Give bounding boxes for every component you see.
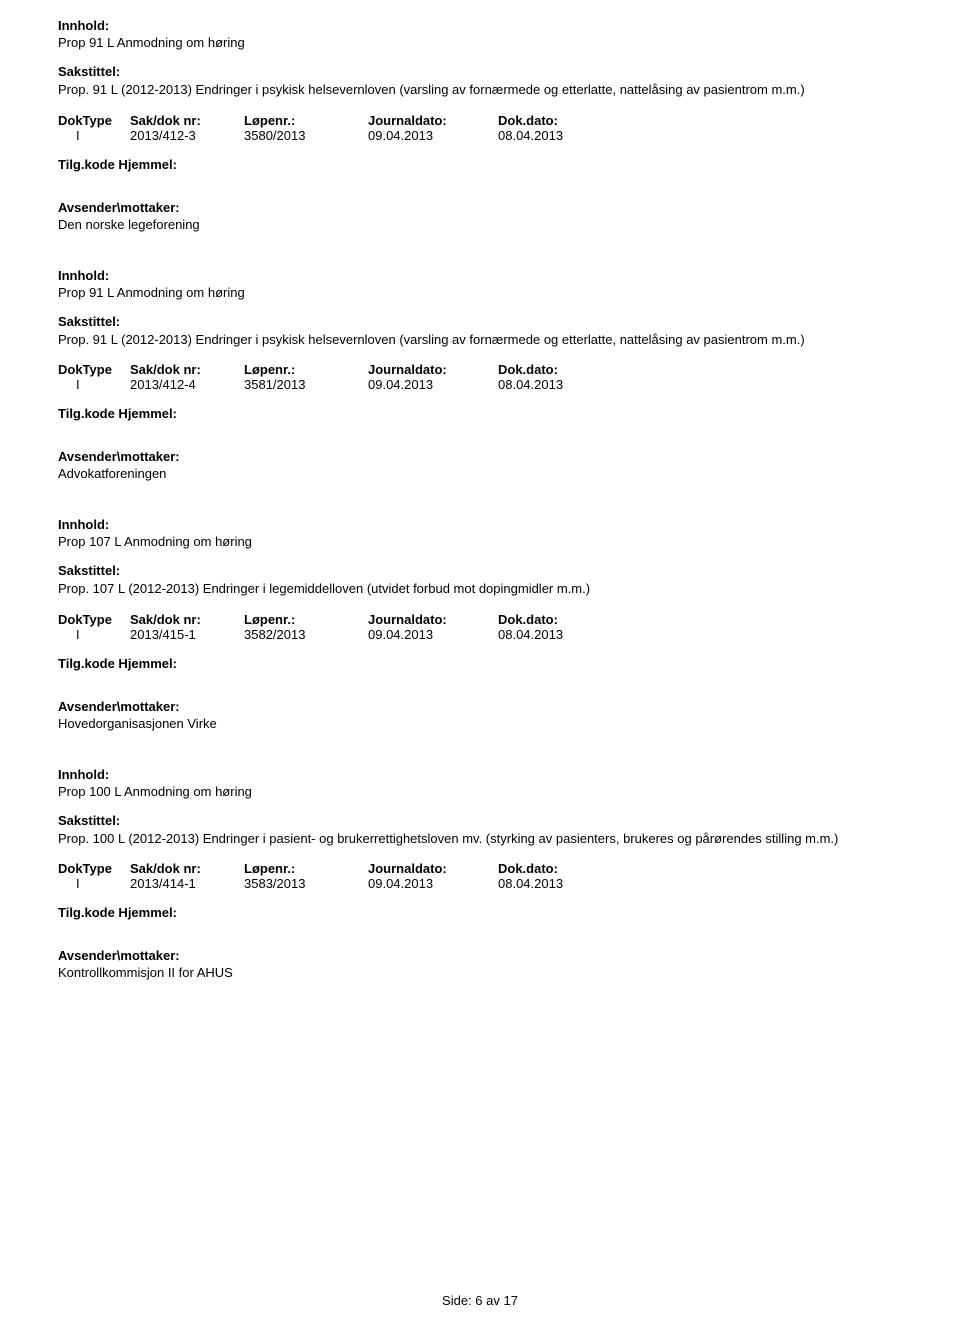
saknr-value: 2013/415-1 [130, 627, 244, 642]
lopenr-value: 3582/2013 [244, 627, 368, 642]
tilgkode-label: Tilg.kode Hjemmel: [58, 656, 902, 671]
sakstittel-label: Sakstittel: [58, 813, 902, 828]
table-data-row: I 2013/415-1 3582/2013 09.04.2013 08.04.… [58, 627, 902, 642]
avsender-label: Avsender\mottaker: [58, 200, 902, 215]
table-header-row: DokType Sak/dok nr: Løpenr.: Journaldato… [58, 113, 902, 128]
table-data-row: I 2013/412-3 3580/2013 09.04.2013 08.04.… [58, 128, 902, 143]
lopenr-value: 3580/2013 [244, 128, 368, 143]
dokdato-value: 08.04.2013 [498, 128, 628, 143]
journal-entry: Innhold: Prop 107 L Anmodning om høring … [58, 517, 902, 731]
innhold-text: Prop 100 L Anmodning om høring [58, 784, 902, 799]
lopenr-header: Løpenr.: [244, 362, 368, 377]
journal-entry: Innhold: Prop 91 L Anmodning om høring S… [58, 18, 902, 232]
saknr-header: Sak/dok nr: [130, 861, 244, 876]
doktype-value: I [58, 377, 130, 392]
table-header-row: DokType Sak/dok nr: Løpenr.: Journaldato… [58, 612, 902, 627]
tilgkode-label: Tilg.kode Hjemmel: [58, 406, 902, 421]
sakstittel-text: Prop. 91 L (2012-2013) Endringer i psyki… [58, 81, 902, 99]
journaldato-header: Journaldato: [368, 612, 498, 627]
lopenr-value: 3581/2013 [244, 377, 368, 392]
avsender-text: Hovedorganisasjonen Virke [58, 716, 902, 731]
dokdato-header: Dok.dato: [498, 362, 628, 377]
dokdato-header: Dok.dato: [498, 113, 628, 128]
innhold-label: Innhold: [58, 767, 902, 782]
doktype-header: DokType [58, 612, 130, 627]
lopenr-header: Løpenr.: [244, 612, 368, 627]
tilgkode-label: Tilg.kode Hjemmel: [58, 157, 902, 172]
sakstittel-label: Sakstittel: [58, 64, 902, 79]
sakstittel-text: Prop. 91 L (2012-2013) Endringer i psyki… [58, 331, 902, 349]
tilgkode-label: Tilg.kode Hjemmel: [58, 905, 902, 920]
innhold-label: Innhold: [58, 18, 902, 33]
innhold-label: Innhold: [58, 517, 902, 532]
saknr-header: Sak/dok nr: [130, 362, 244, 377]
doktype-header: DokType [58, 362, 130, 377]
doktype-value: I [58, 627, 130, 642]
journaldato-value: 09.04.2013 [368, 876, 498, 891]
lopenr-header: Løpenr.: [244, 113, 368, 128]
table-header-row: DokType Sak/dok nr: Løpenr.: Journaldato… [58, 362, 902, 377]
innhold-text: Prop 91 L Anmodning om høring [58, 285, 902, 300]
avsender-label: Avsender\mottaker: [58, 449, 902, 464]
doktype-value: I [58, 876, 130, 891]
saknr-value: 2013/414-1 [130, 876, 244, 891]
doktype-header: DokType [58, 113, 130, 128]
avsender-label: Avsender\mottaker: [58, 699, 902, 714]
innhold-text: Prop 91 L Anmodning om høring [58, 35, 902, 50]
lopenr-value: 3583/2013 [244, 876, 368, 891]
journaldato-header: Journaldato: [368, 861, 498, 876]
sakstittel-label: Sakstittel: [58, 314, 902, 329]
page-footer: Side: 6 av 17 [0, 1293, 960, 1308]
dokdato-value: 08.04.2013 [498, 627, 628, 642]
dokdato-value: 08.04.2013 [498, 377, 628, 392]
avsender-text: Kontrollkommisjon II for AHUS [58, 965, 902, 980]
dokdato-header: Dok.dato: [498, 612, 628, 627]
table-header-row: DokType Sak/dok nr: Løpenr.: Journaldato… [58, 861, 902, 876]
avsender-text: Den norske legeforening [58, 217, 902, 232]
table-data-row: I 2013/412-4 3581/2013 09.04.2013 08.04.… [58, 377, 902, 392]
saknr-value: 2013/412-4 [130, 377, 244, 392]
innhold-text: Prop 107 L Anmodning om høring [58, 534, 902, 549]
journaldato-value: 09.04.2013 [368, 377, 498, 392]
avsender-label: Avsender\mottaker: [58, 948, 902, 963]
doktype-value: I [58, 128, 130, 143]
lopenr-header: Løpenr.: [244, 861, 368, 876]
journaldato-value: 09.04.2013 [368, 128, 498, 143]
journaldato-header: Journaldato: [368, 362, 498, 377]
innhold-label: Innhold: [58, 268, 902, 283]
saknr-value: 2013/412-3 [130, 128, 244, 143]
sakstittel-text: Prop. 100 L (2012-2013) Endringer i pasi… [58, 830, 902, 848]
avsender-text: Advokatforeningen [58, 466, 902, 481]
journaldato-header: Journaldato: [368, 113, 498, 128]
table-data-row: I 2013/414-1 3583/2013 09.04.2013 08.04.… [58, 876, 902, 891]
saknr-header: Sak/dok nr: [130, 612, 244, 627]
dokdato-value: 08.04.2013 [498, 876, 628, 891]
journal-entry: Innhold: Prop 100 L Anmodning om høring … [58, 767, 902, 981]
sakstittel-text: Prop. 107 L (2012-2013) Endringer i lege… [58, 580, 902, 598]
journal-entry: Innhold: Prop 91 L Anmodning om høring S… [58, 268, 902, 482]
journaldato-value: 09.04.2013 [368, 627, 498, 642]
sakstittel-label: Sakstittel: [58, 563, 902, 578]
dokdato-header: Dok.dato: [498, 861, 628, 876]
saknr-header: Sak/dok nr: [130, 113, 244, 128]
doktype-header: DokType [58, 861, 130, 876]
